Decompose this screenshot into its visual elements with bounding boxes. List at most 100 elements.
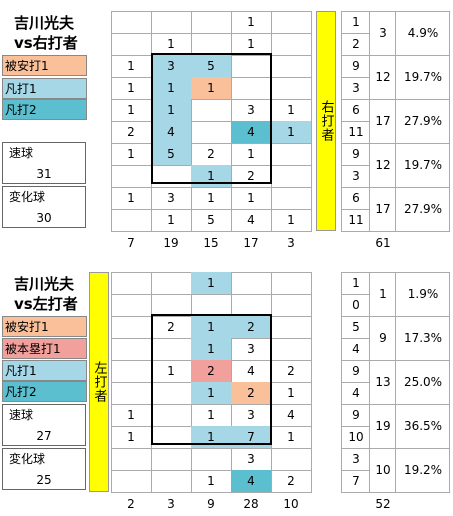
grid-cell: 1 [231,143,272,166]
grid-cell: 5 [191,55,232,78]
grid-cell: 3 [231,338,272,361]
grid-cell: 1 [191,187,232,210]
grid-cell: 1 [191,404,232,427]
row-percentage: 25.0% [395,360,450,405]
breaking-ball-label: 変化球 [9,190,46,204]
row-percentage: 19.7% [395,55,450,100]
row-count-top: 6 [341,187,370,210]
grid-cell [151,426,192,449]
grid-cell [111,165,152,188]
grid-cell [191,448,232,471]
grid-cell [191,99,232,122]
grid-cell [111,11,152,34]
row-count-top: 9 [341,55,370,78]
grid-cell: 1 [111,99,152,122]
row-total: 10 [369,448,396,493]
grid-cell [271,143,312,166]
grid-cell [111,316,152,339]
grid-cell: 2 [231,165,272,188]
grid-cell: 2 [111,121,152,144]
row-count-bottom: 3 [341,77,370,100]
grid-cell: 3 [231,448,272,471]
grid-cell: 1 [191,338,232,361]
grid-cell [271,77,312,100]
column-total: 15 [203,236,219,250]
grid-cell [271,55,312,78]
fastball-box: 速球 27 [2,404,86,446]
grid-cell: 1 [111,404,152,427]
row-total: 12 [369,55,396,100]
grid-cell [151,382,192,405]
panel2-subtitle: vs左打者 [14,295,78,313]
grid-cell [111,360,152,383]
grid-cell: 2 [151,316,192,339]
row-percentage: 4.9% [395,11,450,56]
panel1-subtitle: vs右打者 [14,34,78,52]
row-stats-left: 1 0 1 1.9% 5 4 9 17.3% 9 4 13 25.0% 9 10 19 36.5% 3 7 10 19… [341,272,450,493]
batter-side-label-left: 左打者 [91,361,107,403]
grid-cell: 4 [231,121,272,144]
row-percentage: 19.7% [395,143,450,188]
row-count-top: 3 [341,448,370,471]
grid-cell: 2 [271,470,312,493]
grid-cell: 4 [271,404,312,427]
row-count-bottom: 10 [341,426,370,449]
grid-cell [231,272,272,295]
grid-cell: 1 [191,272,232,295]
grid-cell: 1 [271,121,312,144]
row-count-top: 9 [341,360,370,383]
grid-cell: 1 [151,209,192,232]
grid-cell [111,209,152,232]
grid-cell [271,448,312,471]
grid-cell: 1 [191,470,232,493]
grid-cell [151,11,192,34]
row-total: 17 [369,99,396,144]
legend-out1: 凡打1 [2,78,87,99]
column-total: 2 [127,497,135,511]
grid-cell: 1 [111,77,152,100]
row-count-top: 6 [341,99,370,122]
grid-cell [191,294,232,317]
grid-cell: 1 [191,426,232,449]
grid-cell: 7 [231,426,272,449]
grid-cell [271,294,312,317]
row-count-top: 1 [341,11,370,34]
row-total: 1 [369,272,396,317]
grid-cell: 1 [191,165,232,188]
grid-cell [151,404,192,427]
grid-cell: 1 [151,99,192,122]
grid-cell [191,33,232,56]
grid-cell [271,316,312,339]
grid-cell [271,338,312,361]
grid-cell [231,55,272,78]
breaking-ball-box: 変化球 30 [2,186,86,228]
batter-side-bar-left: 左打者 [89,272,109,492]
fastball-box: 速球 31 [2,142,86,184]
grid-cell: 4 [231,209,272,232]
grid-cell [111,470,152,493]
grid-cell [111,33,152,56]
grid-cell [231,294,272,317]
grid-cell: 2 [191,143,232,166]
row-count-top: 1 [341,272,370,295]
grid-cell: 3 [151,55,192,78]
row-count-bottom: 3 [341,165,370,188]
fastball-label: 速球 [9,146,34,160]
breaking-ball-count: 25 [36,473,52,487]
grid-cell [151,272,192,295]
row-total: 12 [369,143,396,188]
grid-cell: 1 [271,382,312,405]
grid-cell [271,11,312,34]
legend-out1: 凡打1 [2,360,87,381]
column-total: 9 [207,497,215,511]
grid-cell [111,294,152,317]
fastball-label: 速球 [9,408,34,422]
legend-out2: 凡打2 [2,99,87,120]
row-total: 13 [369,360,396,405]
grid-cell [151,470,192,493]
row-count-bottom: 7 [341,470,370,493]
grid-cell [191,121,232,144]
breaking-ball-label: 変化球 [9,452,46,466]
grid-cell: 1 [231,33,272,56]
